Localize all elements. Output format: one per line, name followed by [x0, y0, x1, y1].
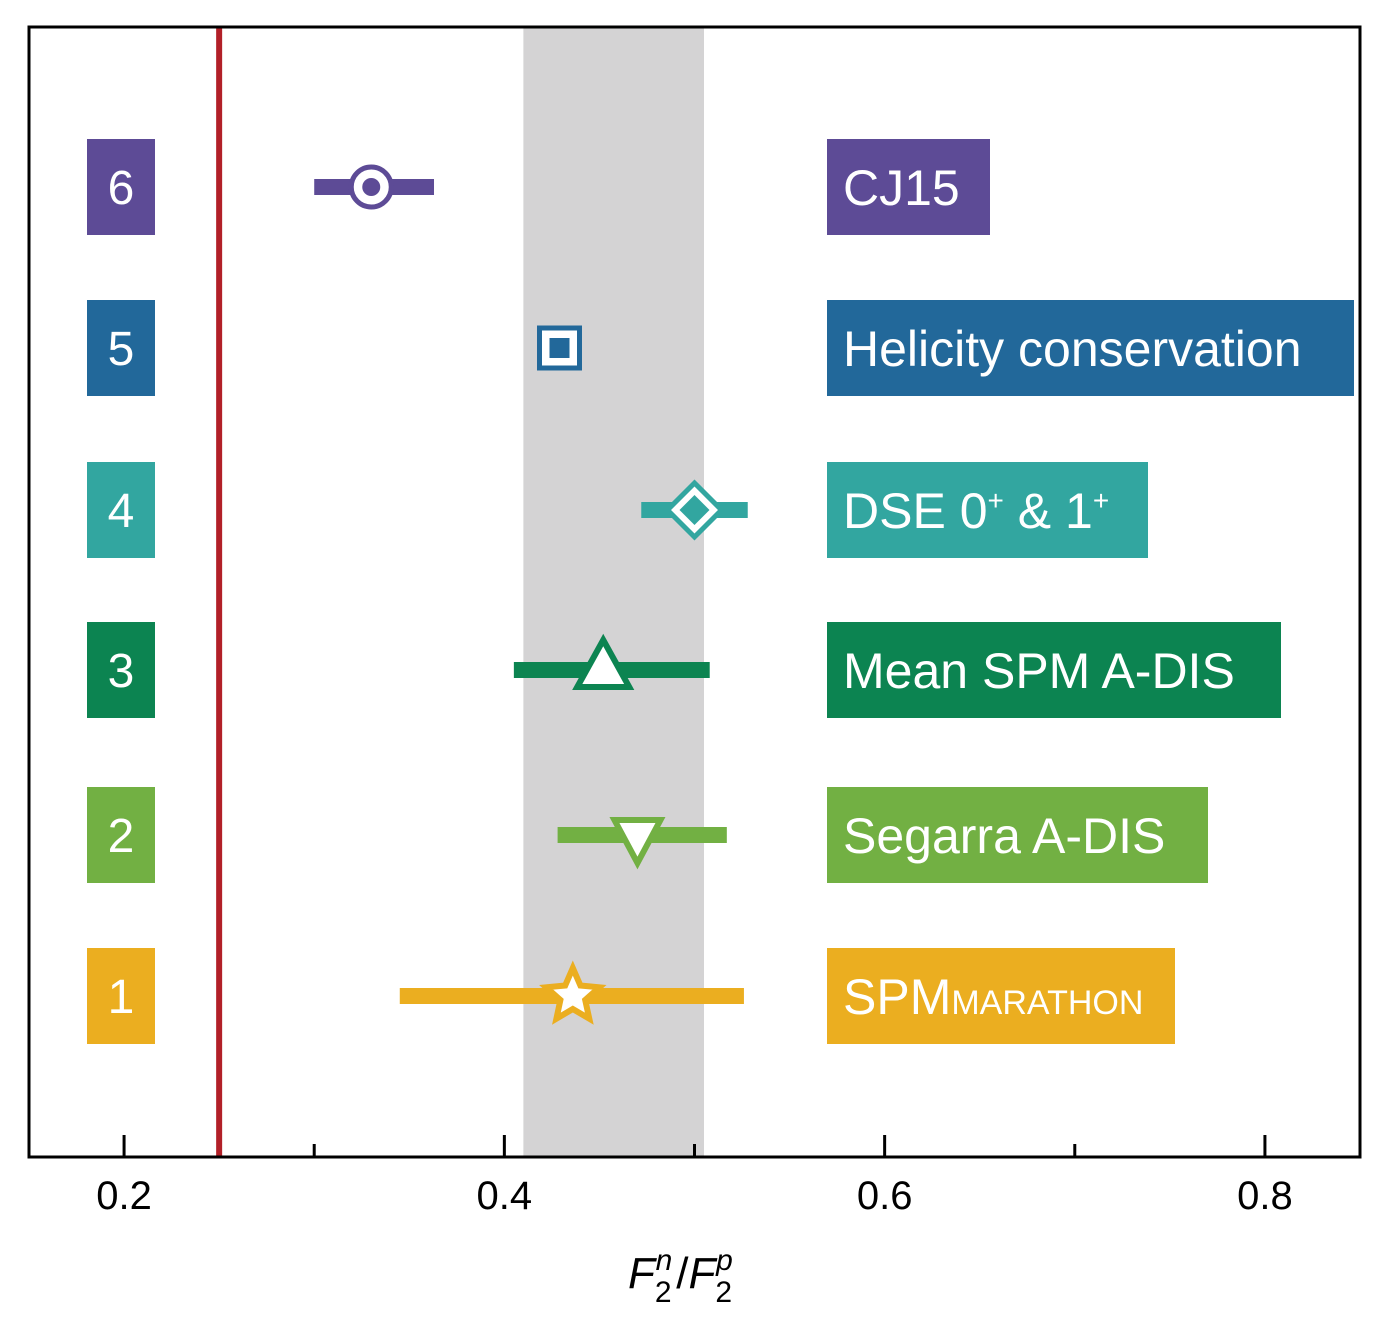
row-number-box — [87, 139, 155, 235]
row-name-sup: + — [988, 485, 1004, 516]
x-axis-title-slash: / — [676, 1249, 689, 1298]
marker-square-core — [549, 338, 570, 358]
row-4: 4 DSE 0+ & 1+ — [87, 462, 1148, 558]
row-2: 2 Segarra A-DIS — [87, 787, 1208, 883]
row-3: 3 Mean SPM A-DIS — [87, 622, 1281, 718]
row-name-box — [827, 948, 1175, 1044]
x-axis-title-f1: F — [628, 1249, 657, 1298]
row-number: 3 — [108, 645, 135, 698]
marker-triangle-down — [609, 817, 666, 870]
row-name-text: SPM — [843, 969, 951, 1025]
x-axis-title-sup2: p — [715, 1244, 733, 1277]
x-tick-label: 0.6 — [857, 1174, 913, 1218]
row-1: 1 SPMMARATHON — [87, 948, 1175, 1044]
row-number-box — [87, 787, 155, 883]
row-name: SPMMARATHON — [843, 969, 1143, 1025]
marker-diamond-core — [679, 495, 710, 525]
row-name-sup: + — [1093, 485, 1109, 516]
row-name-box — [827, 622, 1281, 718]
row-6: 6 CJ15 — [87, 139, 990, 235]
row-number-box — [87, 622, 155, 718]
row-number: 5 — [108, 323, 135, 376]
row-number: 1 — [108, 971, 135, 1024]
x-tick-label: 0.2 — [96, 1174, 152, 1218]
row-name: Helicity conservation — [843, 321, 1302, 377]
row-name: Mean SPM A-DIS — [843, 643, 1235, 699]
row-number-box — [87, 300, 155, 396]
row-name-box — [827, 300, 1354, 396]
x-tick-label: 0.4 — [477, 1174, 533, 1218]
row-name-box — [827, 139, 990, 235]
row-number: 6 — [108, 162, 135, 215]
row-name: CJ15 — [843, 160, 960, 216]
row-name-text: DSE 0 — [843, 483, 988, 539]
x-tick-label: 0.8 — [1237, 1174, 1293, 1218]
row-name-text: Segarra A-DIS — [843, 808, 1165, 864]
marker-circle-dot — [362, 178, 381, 196]
x-axis-title-sub1: 2 — [655, 1276, 672, 1309]
row-name-box — [827, 787, 1208, 883]
row-name-mid: & 1 — [1004, 483, 1093, 539]
x-axis: 0.2 0.4 0.6 0.8 — [96, 1135, 1293, 1218]
x-axis-title-sup1: n — [656, 1244, 673, 1277]
row-number-box — [87, 948, 155, 1044]
x-axis-title-sub2: 2 — [715, 1276, 732, 1309]
row-name-box — [827, 462, 1148, 558]
row-number: 4 — [108, 485, 135, 538]
highlight-band — [523, 27, 705, 1157]
row-number-box — [87, 462, 155, 558]
x-axis-title-f2: F — [689, 1249, 718, 1298]
row-name-suffix: MARATHON — [951, 984, 1143, 1022]
marker-star — [539, 960, 607, 1025]
row-name: Segarra A-DIS — [843, 808, 1165, 864]
row-number: 2 — [108, 810, 135, 863]
x-axis-title: F2n/F2p — [628, 1244, 733, 1309]
marker-triangle-up — [572, 633, 635, 690]
row-5: 5 Helicity conservation — [87, 300, 1354, 396]
row-name-text: Mean SPM A-DIS — [843, 643, 1235, 699]
row-name-text: CJ15 — [843, 160, 960, 216]
row-name-text: Helicity conservation — [843, 321, 1302, 377]
row-name: DSE 0+ & 1+ — [843, 483, 1109, 539]
